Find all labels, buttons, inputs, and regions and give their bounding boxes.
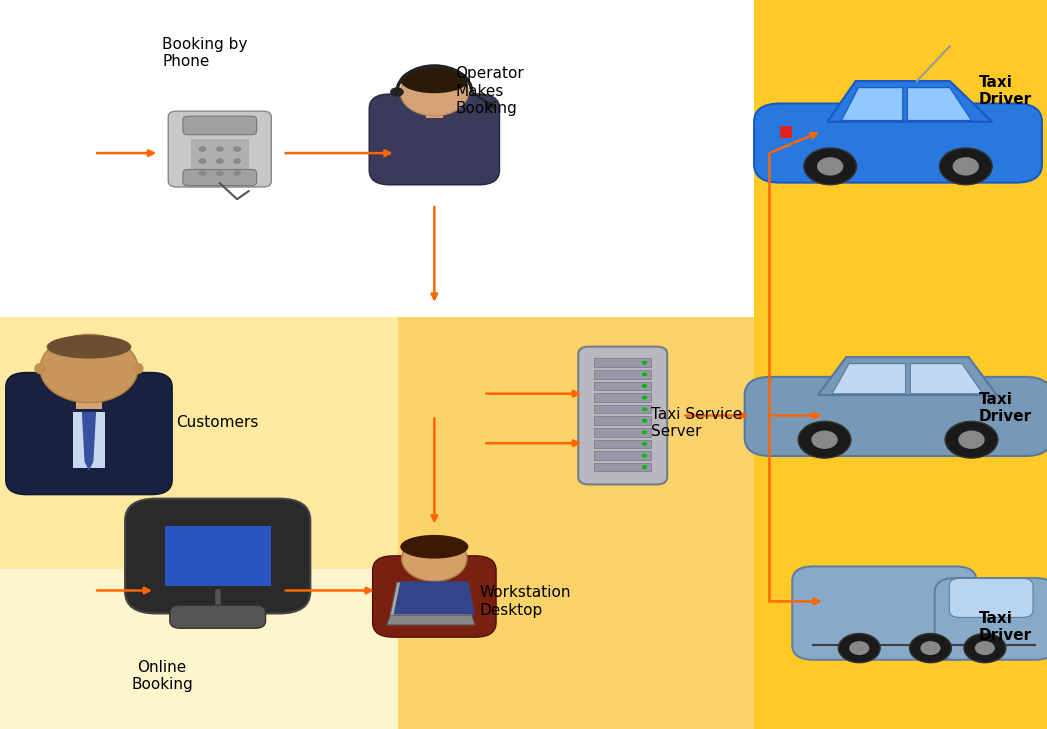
Circle shape xyxy=(939,148,993,184)
FancyBboxPatch shape xyxy=(373,555,496,637)
Ellipse shape xyxy=(132,363,143,374)
Bar xyxy=(594,405,651,413)
Bar xyxy=(0,317,1047,569)
Ellipse shape xyxy=(400,535,468,558)
Text: Operator
Makes
Booking: Operator Makes Booking xyxy=(455,66,525,116)
Bar xyxy=(398,317,754,729)
Circle shape xyxy=(642,419,647,423)
Circle shape xyxy=(233,158,241,164)
Circle shape xyxy=(642,453,647,458)
Bar xyxy=(164,526,271,586)
Circle shape xyxy=(920,641,940,655)
Circle shape xyxy=(910,634,952,663)
Text: Taxi
Driver: Taxi Driver xyxy=(979,392,1031,424)
Bar xyxy=(73,412,105,468)
Polygon shape xyxy=(910,364,983,394)
Circle shape xyxy=(958,431,984,449)
Circle shape xyxy=(642,361,647,364)
FancyBboxPatch shape xyxy=(169,112,271,187)
FancyBboxPatch shape xyxy=(183,116,257,135)
Circle shape xyxy=(642,442,647,446)
FancyBboxPatch shape xyxy=(370,94,499,185)
Bar xyxy=(594,393,651,402)
FancyBboxPatch shape xyxy=(183,170,257,186)
Circle shape xyxy=(402,536,467,581)
Circle shape xyxy=(953,157,979,176)
Circle shape xyxy=(811,431,838,449)
Polygon shape xyxy=(386,615,475,625)
Circle shape xyxy=(216,147,224,152)
Bar xyxy=(191,139,248,175)
FancyBboxPatch shape xyxy=(754,104,1042,183)
Polygon shape xyxy=(908,87,972,120)
Text: Taxi
Driver: Taxi Driver xyxy=(979,611,1031,643)
Polygon shape xyxy=(394,581,475,615)
Polygon shape xyxy=(391,582,472,615)
FancyBboxPatch shape xyxy=(744,377,1047,456)
Polygon shape xyxy=(827,81,993,122)
Bar xyxy=(594,370,651,378)
Polygon shape xyxy=(818,357,997,395)
Circle shape xyxy=(642,384,647,388)
Circle shape xyxy=(642,465,647,469)
Circle shape xyxy=(964,634,1006,663)
Circle shape xyxy=(798,421,851,458)
Ellipse shape xyxy=(400,67,468,93)
Text: Booking by
Phone: Booking by Phone xyxy=(162,37,247,69)
Circle shape xyxy=(642,373,647,376)
Bar xyxy=(75,390,103,409)
Bar xyxy=(594,359,651,367)
Text: Taxi Service
Server: Taxi Service Server xyxy=(651,407,742,439)
Circle shape xyxy=(486,102,495,109)
Circle shape xyxy=(216,158,224,164)
Circle shape xyxy=(642,396,647,399)
Circle shape xyxy=(391,87,404,97)
FancyBboxPatch shape xyxy=(793,566,977,660)
Bar xyxy=(754,0,1047,729)
Polygon shape xyxy=(832,364,906,394)
Text: Taxi
Driver: Taxi Driver xyxy=(979,75,1031,107)
Circle shape xyxy=(804,148,856,184)
FancyBboxPatch shape xyxy=(578,347,667,485)
FancyBboxPatch shape xyxy=(125,499,310,614)
Circle shape xyxy=(849,641,869,655)
Circle shape xyxy=(216,171,224,176)
Circle shape xyxy=(400,69,468,116)
Polygon shape xyxy=(842,87,903,120)
FancyBboxPatch shape xyxy=(950,578,1033,617)
Circle shape xyxy=(945,421,998,458)
FancyBboxPatch shape xyxy=(170,605,266,628)
Circle shape xyxy=(199,158,206,164)
Bar xyxy=(426,106,443,118)
FancyBboxPatch shape xyxy=(935,578,1047,660)
Circle shape xyxy=(642,430,647,434)
Circle shape xyxy=(642,408,647,411)
Bar xyxy=(594,382,651,390)
Bar xyxy=(594,451,651,460)
Circle shape xyxy=(975,641,995,655)
FancyBboxPatch shape xyxy=(5,373,172,495)
Text: Customers: Customers xyxy=(176,416,259,430)
Bar xyxy=(0,569,1047,729)
Bar xyxy=(425,570,443,581)
Circle shape xyxy=(839,634,881,663)
Bar xyxy=(594,463,651,472)
Bar xyxy=(780,126,792,139)
Circle shape xyxy=(199,147,206,152)
Bar xyxy=(594,416,651,425)
Ellipse shape xyxy=(35,363,46,374)
Ellipse shape xyxy=(47,335,131,359)
Text: Online
Booking: Online Booking xyxy=(131,660,193,692)
Bar xyxy=(594,440,651,448)
Circle shape xyxy=(40,335,138,402)
Circle shape xyxy=(199,171,206,176)
Circle shape xyxy=(817,157,844,176)
Circle shape xyxy=(233,171,241,176)
Circle shape xyxy=(233,147,241,152)
Polygon shape xyxy=(82,412,96,471)
Text: Workstation
Desktop: Workstation Desktop xyxy=(480,585,571,617)
Bar xyxy=(594,428,651,437)
